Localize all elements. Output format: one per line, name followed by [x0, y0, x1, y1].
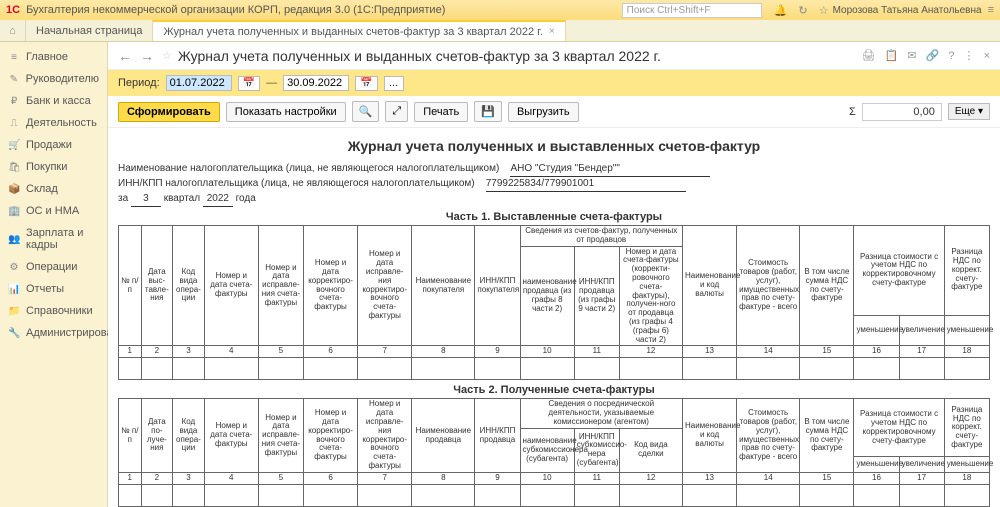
global-search-input[interactable]: Поиск Ctrl+Shift+F [622, 3, 762, 18]
app-logo: 1С [6, 4, 20, 16]
sidebar-item-label: Деятельность [26, 117, 97, 129]
calendar-to-button[interactable]: 📅 [355, 76, 377, 91]
period-dash: — [266, 77, 277, 89]
sidebar-icon: 🏢 [8, 206, 20, 217]
sidebar-icon: ≡ [8, 52, 20, 63]
sidebar-item-label: Главное [26, 51, 68, 63]
sidebar-icon: 👥 [8, 234, 20, 245]
favorite-icon[interactable]: ☆ [162, 49, 172, 62]
sidebar-item[interactable]: ⚙ Операции [0, 256, 107, 278]
more-icon[interactable]: ⋮ [964, 50, 975, 62]
sidebar-item[interactable]: 📦 Склад [0, 178, 107, 200]
period-bar: Период: 📅 — 📅 … [108, 70, 1000, 96]
sidebar-icon: 🔧 [8, 328, 20, 339]
org-inn: 7799225834/779901001 [486, 177, 686, 192]
current-user[interactable]: Морозова Татьяна Анатольевна [833, 5, 982, 16]
table-issued: № п/п Дата выс-тавле-ния Код вида опера-… [118, 225, 990, 380]
sidebar: ≡ Главное ✎ Руководителю ₽ Банк и касса ⎍ Деяте… [0, 42, 108, 507]
sidebar-item[interactable]: 📊 Отчеты [0, 278, 107, 300]
export-button[interactable]: Выгрузить [508, 102, 579, 122]
sidebar-item-label: Покупки [26, 161, 67, 173]
back-icon[interactable]: ← [118, 48, 132, 64]
link-icon[interactable]: 🔗 [926, 50, 940, 62]
more-button[interactable]: Еще ▾ [948, 103, 990, 120]
sidebar-item-label: Руководителю [26, 73, 99, 85]
expand-button[interactable]: ⤢ [385, 101, 408, 122]
find-button[interactable]: 🔍 [352, 101, 380, 122]
sidebar-item[interactable]: ⎍ Деятельность [0, 112, 107, 134]
sidebar-item-label: Зарплата и кадры [26, 227, 99, 251]
form-button[interactable]: Сформировать [118, 102, 220, 122]
period-from-input[interactable] [166, 75, 232, 91]
sidebar-icon: 📦 [8, 184, 20, 195]
report-body: Журнал учета полученных и выставленных с… [108, 128, 1000, 507]
sum-label: Σ [849, 106, 856, 118]
page-title: Журнал учета полученных и выданных счето… [178, 48, 856, 64]
sidebar-item-label: Продажи [26, 139, 72, 151]
history-icon[interactable]: ↻ [798, 5, 807, 17]
sidebar-item[interactable]: 🏢 ОС и НМА [0, 200, 107, 222]
star-icon[interactable]: ☆ [819, 5, 829, 17]
sidebar-item[interactable]: 👥 Зарплата и кадры [0, 222, 107, 256]
settings-button[interactable]: Показать настройки [226, 102, 346, 122]
sidebar-item-label: Банк и касса [26, 95, 91, 107]
sidebar-item[interactable]: 🔧Администрирование [0, 322, 107, 344]
sidebar-item[interactable]: ✎ Руководителю [0, 68, 107, 90]
sidebar-item-label: ОС и НМА [26, 205, 79, 217]
sidebar-icon: 📊 [8, 284, 20, 295]
sidebar-item-label: Справочники [26, 305, 93, 317]
titlebar: 1С Бухгалтерия некоммерческой организаци… [0, 0, 1000, 20]
help-icon[interactable]: ? [948, 50, 954, 62]
page-header: ← → ☆ Журнал учета полученных и выданных… [108, 42, 1000, 70]
sum-value: 0,00 [862, 103, 942, 121]
sidebar-icon: ⚙ [8, 262, 20, 273]
sidebar-item-label: Операции [26, 261, 77, 273]
close-icon[interactable]: × [549, 26, 555, 37]
sidebar-icon: 🛍 [8, 162, 20, 173]
tabbar: ⌂ Начальная страница Журнал учета получе… [0, 20, 1000, 42]
table-received: № п/п Дата по-луче-ния Код вида опера-ци… [118, 398, 990, 506]
forward-icon[interactable]: → [140, 48, 154, 64]
sidebar-icon: ✎ [8, 74, 20, 85]
toolbar: Сформировать Показать настройки 🔍 ⤢ Печа… [108, 96, 1000, 128]
menu-icon[interactable]: ≡ [988, 4, 994, 16]
mail-icon[interactable]: ✉ [907, 50, 916, 62]
sidebar-icon: 🛒 [8, 140, 20, 151]
period-select-button[interactable]: … [384, 76, 404, 91]
period-label: Период: [118, 77, 160, 89]
close-page-icon[interactable]: × [984, 50, 990, 62]
copy-icon[interactable]: 📋 [885, 50, 899, 62]
report-title: Журнал учета полученных и выставленных с… [118, 138, 990, 154]
save-icon[interactable]: 🖨 [861, 50, 875, 62]
app-title: Бухгалтерия некоммерческой организации К… [26, 4, 622, 16]
sidebar-icon: 📁 [8, 306, 20, 317]
sidebar-item-label: Склад [26, 183, 58, 195]
print-button[interactable]: Печать [414, 102, 468, 122]
section1-title: Часть 1. Выставленные счета-фактуры [118, 211, 990, 223]
bell-icon[interactable]: 🔔 [774, 5, 788, 17]
sidebar-item[interactable]: 🛒 Продажи [0, 134, 107, 156]
titlebar-icons: 🔔 ↻ ☆ [770, 4, 833, 17]
sidebar-item[interactable]: ≡ Главное [0, 46, 107, 68]
home-icon[interactable]: ⌂ [0, 20, 26, 41]
calendar-from-button[interactable]: 📅 [238, 76, 260, 91]
sidebar-icon: ⎍ [8, 118, 20, 129]
tab-home[interactable]: Начальная страница [26, 20, 153, 41]
sidebar-item[interactable]: 📁 Справочники [0, 300, 107, 322]
sidebar-icon: ₽ [8, 96, 20, 107]
save-file-button[interactable]: 💾 [474, 101, 502, 122]
org-name: АНО "Студия "Бендер"" [510, 162, 710, 177]
period-to-input[interactable] [283, 75, 349, 91]
section2-title: Часть 2. Полученные счета-фактуры [118, 384, 990, 396]
tab-journal[interactable]: Журнал учета полученных и выданных счето… [153, 20, 565, 41]
sidebar-item[interactable]: 🛍 Покупки [0, 156, 107, 178]
sidebar-item-label: Отчеты [26, 283, 64, 295]
sidebar-item[interactable]: ₽ Банк и касса [0, 90, 107, 112]
